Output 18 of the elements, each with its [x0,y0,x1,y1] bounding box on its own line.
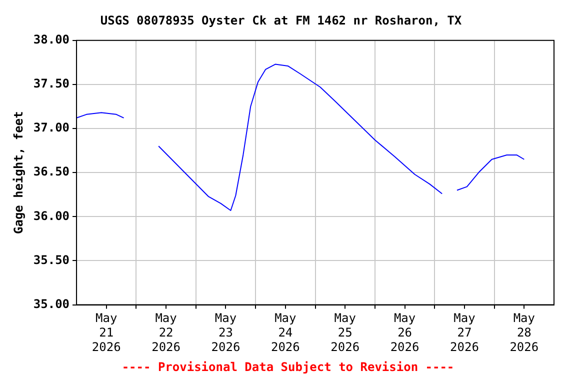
x-tick-label: May 21 2026 [92,311,121,354]
y-tick-label: 36.00 [33,208,70,223]
x-tick-label: May 27 2026 [450,311,479,354]
y-tick-label: 38.00 [33,32,70,47]
x-tick-label: May 26 2026 [390,311,420,354]
y-tick-label: 37.00 [33,120,70,135]
y-tick-label: 37.50 [33,76,70,91]
y-tick-label: 35.00 [33,296,70,311]
x-tick-label: May 25 2026 [330,311,360,354]
x-tick-label: May 24 2026 [270,311,300,354]
x-tick-label: May 28 2026 [510,311,539,354]
text: ---- Provisional Data Subject to Revision ---- [120,360,456,374]
y-axis-title: Gage height, feet [11,111,26,234]
x-tick-label: May 23 2026 [211,311,240,354]
y-tick-label: 36.50 [33,164,70,179]
x-tick-label: May 22 2026 [152,311,181,354]
chart-title: USGS 08078935 Oyster Ck at FM 1462 nr Rosharon, TX [100,13,462,28]
y-tick-label: 35.50 [33,252,70,267]
